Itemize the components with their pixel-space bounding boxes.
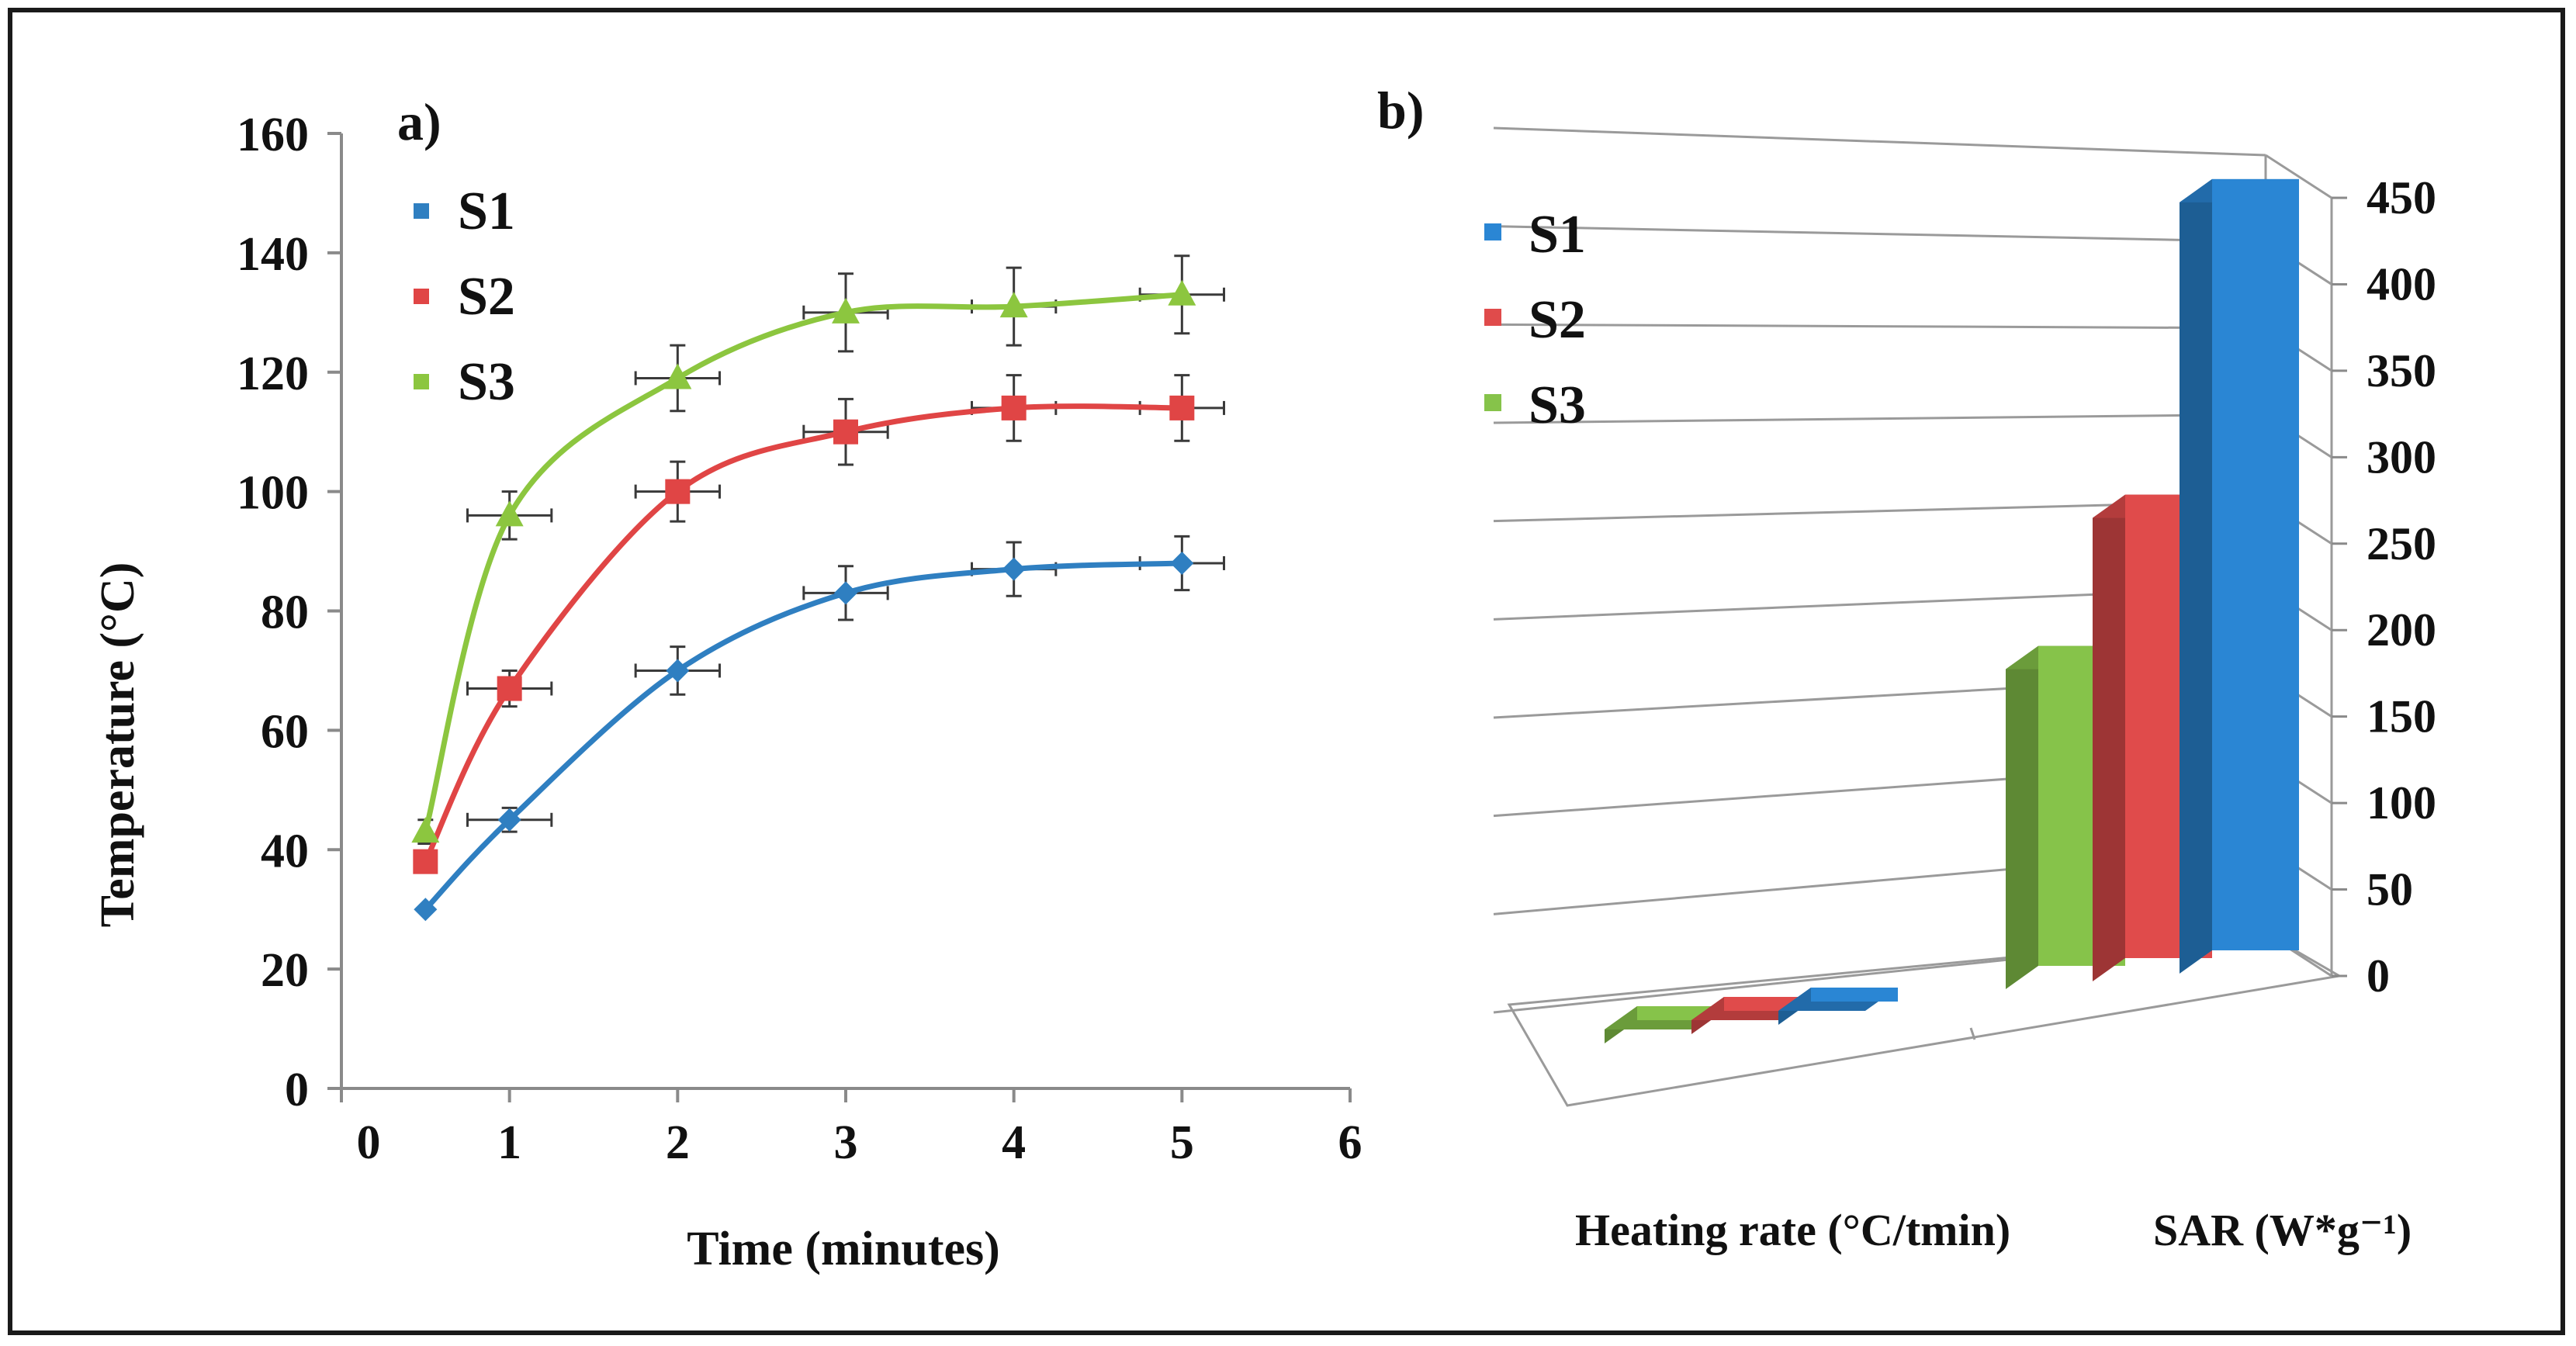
x-tick-label: 5 [1170, 1116, 1194, 1169]
data-point-s3 [411, 817, 440, 843]
y-tick-label: 40 [261, 825, 309, 877]
y-tick-label: 60 [261, 705, 309, 758]
y-axis-title: Temperature (°C) [92, 562, 144, 928]
data-point-s2 [1169, 395, 1195, 420]
legend-label-s3: S3 [458, 352, 515, 412]
y-tick-label: 140 [237, 228, 309, 281]
data-point-s2 [833, 419, 858, 445]
data-point-s3 [495, 500, 524, 527]
data-point-s1 [497, 808, 521, 832]
y-tick-label: 120 [237, 348, 309, 400]
x-tick-label: 3 [834, 1116, 858, 1169]
figure-frame [8, 8, 2565, 1335]
data-point-s1 [834, 581, 857, 605]
legend-swatch-s2 [414, 289, 429, 304]
panel-label-a: a) [397, 92, 441, 151]
x-tick-label: 4 [1002, 1116, 1026, 1169]
legend-swatch-s3 [414, 374, 429, 389]
data-point-s1 [1002, 557, 1026, 581]
x-tick-label: 6 [1338, 1116, 1362, 1169]
data-point-s3 [663, 363, 692, 389]
y-tick-label: 80 [261, 586, 309, 639]
y-tick-label: 20 [261, 944, 309, 997]
data-point-s2 [497, 676, 522, 701]
x-tick-label: 1 [497, 1116, 521, 1169]
y-tick-label: 0 [285, 1064, 309, 1116]
data-point-s3 [1168, 279, 1196, 306]
data-point-s1 [414, 898, 438, 922]
data-point-s1 [666, 659, 690, 683]
data-point-s3 [832, 297, 860, 324]
y-tick-label: 160 [237, 109, 309, 161]
series-line-s3 [422, 292, 1182, 833]
x-axis-title: Time (minutes) [687, 1223, 1000, 1275]
y-tick-label: 100 [237, 467, 309, 520]
data-point-s3 [999, 292, 1028, 318]
line-chart-temperature: a) Time (minutes) Temperature (°C) 02040… [92, 92, 1362, 1275]
x-tick-label: 0 [357, 1116, 381, 1169]
data-point-s2 [665, 479, 691, 504]
data-point-s2 [413, 849, 438, 874]
data-point-s1 [1170, 551, 1194, 575]
series-line-s1 [423, 560, 1182, 912]
x-tick-label: 2 [666, 1116, 690, 1169]
legend-label-s2: S2 [458, 267, 515, 327]
data-point-s2 [1001, 395, 1027, 420]
legend-swatch-s1 [414, 203, 429, 219]
legend-label-s1: S1 [458, 182, 515, 241]
